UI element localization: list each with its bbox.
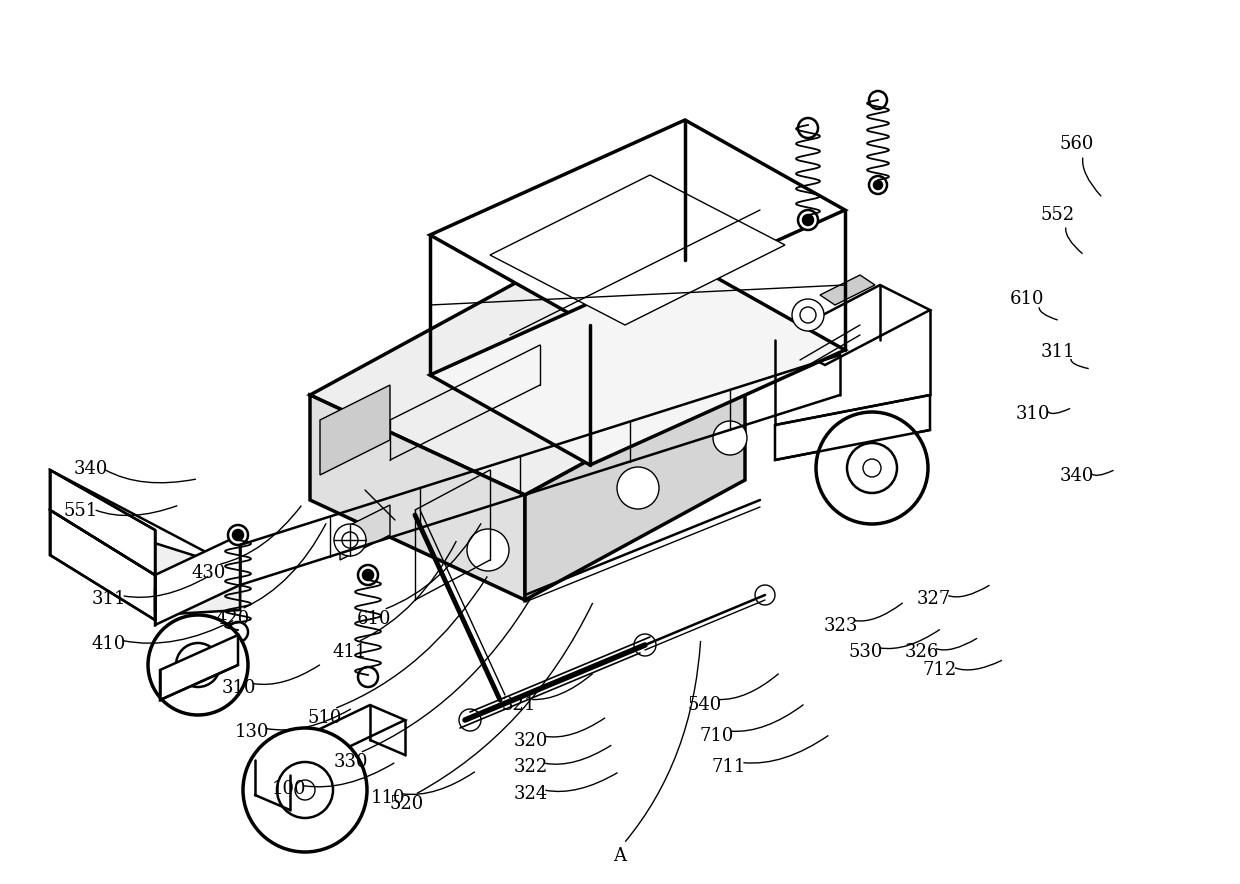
Polygon shape (50, 470, 155, 575)
Polygon shape (820, 275, 875, 305)
Circle shape (804, 215, 813, 225)
Text: 610: 610 (357, 610, 392, 628)
Polygon shape (155, 550, 241, 610)
Polygon shape (155, 535, 241, 625)
Text: 710: 710 (699, 728, 734, 745)
Text: 610: 610 (1009, 290, 1044, 308)
Text: 321: 321 (501, 697, 536, 714)
Circle shape (228, 525, 248, 545)
Text: 311: 311 (1040, 343, 1075, 361)
Circle shape (233, 530, 243, 540)
Polygon shape (490, 175, 785, 325)
Polygon shape (340, 505, 391, 560)
Polygon shape (310, 275, 745, 495)
Polygon shape (50, 510, 241, 615)
Circle shape (459, 709, 481, 731)
Polygon shape (775, 285, 930, 365)
Text: 110: 110 (371, 789, 405, 807)
Polygon shape (430, 260, 844, 465)
Circle shape (363, 570, 373, 580)
Circle shape (869, 91, 887, 109)
Polygon shape (50, 470, 241, 610)
Polygon shape (310, 395, 525, 600)
Circle shape (358, 565, 378, 585)
Text: 310: 310 (1016, 405, 1050, 423)
Text: 510: 510 (308, 709, 342, 727)
Text: 410: 410 (92, 635, 126, 652)
Circle shape (342, 532, 358, 548)
Circle shape (358, 667, 378, 687)
Text: 100: 100 (272, 781, 306, 798)
Circle shape (243, 728, 367, 852)
Text: 712: 712 (923, 661, 957, 679)
Text: 552: 552 (1040, 206, 1075, 224)
Circle shape (176, 643, 219, 687)
Circle shape (334, 524, 366, 556)
Circle shape (713, 421, 746, 455)
Circle shape (874, 181, 882, 189)
Text: 310: 310 (222, 679, 257, 697)
Text: 560: 560 (1059, 135, 1094, 153)
Text: A: A (614, 847, 626, 865)
Text: 540: 540 (687, 697, 722, 714)
Text: 711: 711 (712, 758, 746, 776)
Circle shape (792, 299, 825, 331)
Text: 520: 520 (389, 796, 424, 813)
Circle shape (634, 634, 656, 656)
Text: 311: 311 (92, 591, 126, 608)
Polygon shape (320, 385, 391, 475)
Text: 430: 430 (191, 564, 226, 582)
Circle shape (863, 459, 880, 477)
Circle shape (618, 467, 658, 509)
Polygon shape (255, 705, 405, 775)
Polygon shape (160, 635, 238, 700)
Text: 323: 323 (823, 617, 858, 635)
Text: 322: 322 (513, 758, 548, 776)
Text: 551: 551 (63, 502, 98, 520)
Circle shape (816, 412, 928, 524)
Polygon shape (525, 375, 745, 600)
Text: 340: 340 (1059, 467, 1094, 484)
Circle shape (467, 529, 508, 571)
Circle shape (799, 118, 818, 138)
Text: 324: 324 (513, 785, 548, 803)
Circle shape (800, 307, 816, 323)
Text: 411: 411 (332, 643, 367, 660)
Text: 330: 330 (334, 753, 368, 771)
Circle shape (295, 780, 315, 800)
Text: 320: 320 (513, 732, 548, 750)
Text: 420: 420 (216, 610, 250, 628)
Text: 327: 327 (916, 591, 951, 608)
Polygon shape (50, 510, 155, 620)
Text: 340: 340 (73, 460, 108, 477)
Text: 326: 326 (904, 644, 939, 661)
Polygon shape (430, 120, 844, 325)
Text: 130: 130 (234, 723, 269, 741)
Circle shape (799, 210, 818, 230)
Circle shape (869, 176, 887, 194)
Circle shape (277, 762, 334, 818)
Polygon shape (775, 395, 930, 460)
Circle shape (847, 443, 897, 493)
Circle shape (148, 615, 248, 715)
Text: 530: 530 (848, 644, 883, 661)
Circle shape (755, 585, 775, 605)
Circle shape (228, 622, 248, 642)
